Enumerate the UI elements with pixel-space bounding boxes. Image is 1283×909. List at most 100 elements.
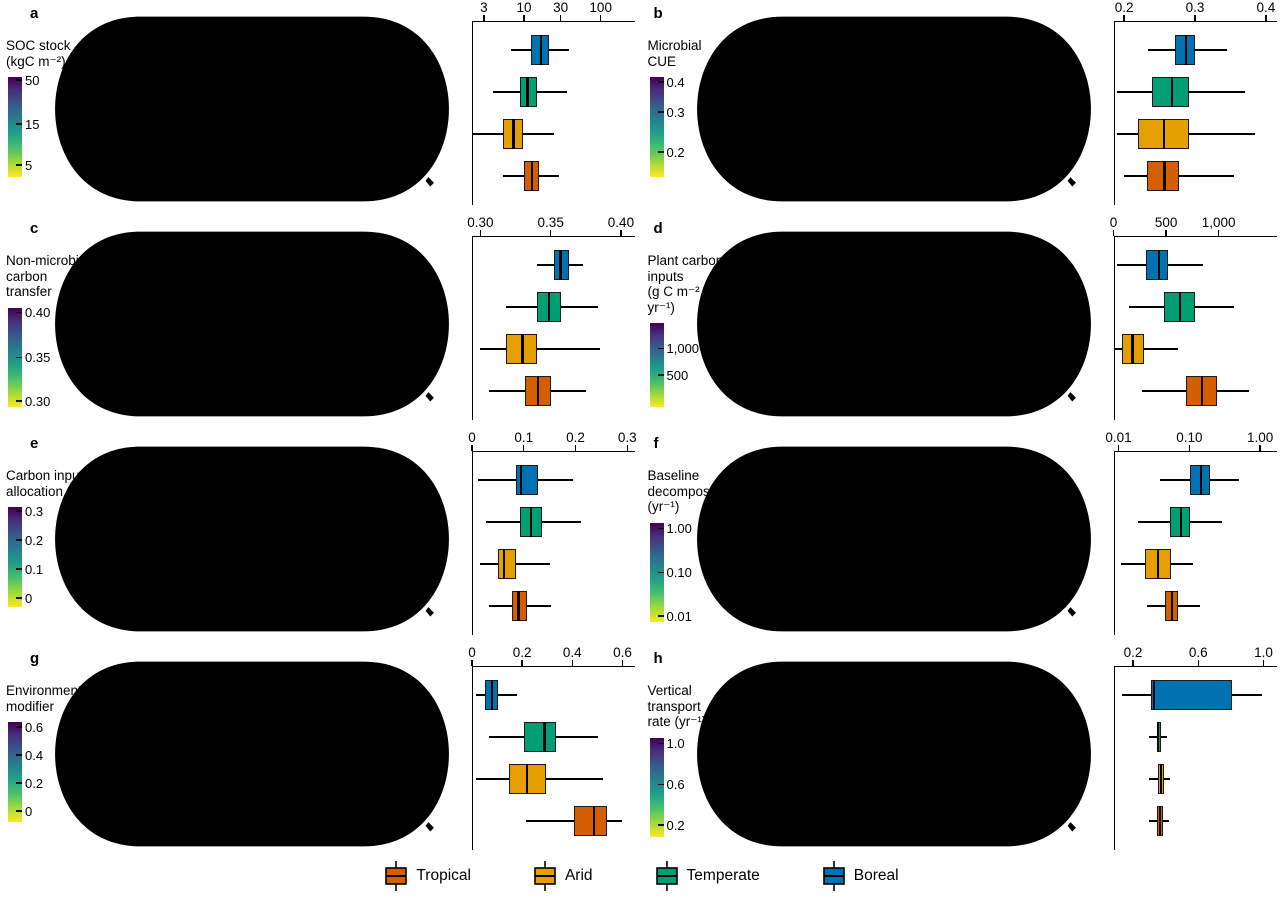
axis-tick-label: 0.4: [562, 645, 582, 660]
axis-tick-label: 0.01: [1105, 430, 1132, 445]
axis-tick-mark: [621, 660, 624, 666]
axis-tick-mark: [1117, 445, 1120, 451]
boxplot-left-spine: [472, 666, 474, 850]
median-tropical: [1170, 591, 1174, 621]
boxplot-top-axis: [472, 236, 635, 238]
axis-tick-label: 0.10: [1176, 430, 1203, 445]
colorbar-tick-mark: [657, 81, 664, 83]
world-map-h: [696, 661, 1091, 847]
axis-tick-mark: [1188, 445, 1191, 451]
boxplot-left-spine: [1113, 451, 1115, 635]
box-temperate: [519, 77, 538, 107]
colorbar-tick-mark: [657, 824, 664, 826]
boxplot-top-axis: [1113, 21, 1277, 23]
colorbar-tick-label: 15: [25, 117, 40, 132]
axis-tick-label: 0.3: [1185, 0, 1205, 15]
axis-tick-label: 0: [468, 430, 476, 445]
legend-label: Boreal: [853, 867, 899, 884]
median-tropical: [1163, 161, 1166, 191]
axis-tick-label: 1,000: [1201, 215, 1236, 230]
box-temperate: [524, 722, 556, 752]
boxplot-b: 0.2 0.3 0.4: [1113, 0, 1283, 215]
colorbar-tick-label: 500: [666, 368, 689, 384]
colorbar-tick-mark: [16, 311, 22, 314]
colorbar-tick-mark: [16, 79, 22, 81]
colorbar-tick-label: 0.1: [25, 562, 44, 577]
median-tropical: [592, 806, 595, 836]
panel-letter-d: d: [653, 220, 663, 237]
median-boreal: [1158, 250, 1161, 280]
colorbar-tick-mark: [657, 374, 664, 376]
map-variable-label-line: modifier: [6, 698, 55, 714]
colorbar-tick-mark: [16, 510, 22, 512]
median-temperate: [526, 77, 529, 107]
colorbar-tick-label: 0.2: [25, 533, 44, 548]
median-temperate: [1180, 507, 1183, 537]
panel-e: e Carbon input allocation 0.3 0.2 0.1 0 0 0.1 0.2…: [0, 430, 641, 645]
axis-tick-label: 0.35: [537, 215, 564, 230]
median-boreal: [539, 35, 543, 65]
panel-letter-h: h: [653, 650, 663, 667]
axis-tick-label: 0.1: [514, 430, 534, 445]
map-variable-label: Microbial CUE: [648, 38, 744, 69]
colorbar: [649, 522, 664, 622]
colorbar-tick-mark: [16, 810, 22, 812]
median-tropical: [536, 376, 540, 406]
legend-boxplot-glyph: [822, 861, 845, 891]
axis-tick-mark: [559, 15, 562, 21]
boxplot-h: 0.2 0.6 1.0: [1113, 645, 1283, 860]
colorbar-tick-label: 0.6: [666, 777, 685, 793]
boxplot-left-spine: [472, 21, 474, 205]
colorbar-tick-mark: [16, 539, 22, 541]
axis-tick-label: 0.6: [613, 645, 632, 660]
colorbar-tick-mark: [657, 783, 664, 786]
median-temperate: [1178, 292, 1181, 322]
colorbar-tick-label: 0.10: [666, 565, 692, 581]
boxplot-left-spine: [1113, 666, 1115, 850]
median-arid: [502, 549, 506, 579]
boxplot-top-axis: [472, 666, 635, 668]
median-boreal: [520, 465, 523, 495]
panel-letter-g: g: [30, 650, 40, 667]
axis-tick-mark: [523, 15, 525, 21]
world-map-g: [55, 661, 449, 847]
axis-tick-label: 1.0: [1254, 645, 1273, 660]
box-tropical: [573, 806, 607, 836]
colorbar: [8, 307, 22, 407]
axis-tick-label: 0.3: [617, 430, 637, 445]
map-variable-label: Carbon input allocation: [6, 468, 102, 499]
axis-tick-label: 100: [589, 0, 612, 15]
axis-tick-mark: [574, 445, 577, 451]
colorbar-tick-mark: [657, 571, 664, 574]
colorbar-tick-mark: [16, 754, 22, 756]
colorbar-tick-mark: [16, 726, 22, 728]
colorbar: [649, 737, 664, 837]
axis-tick-label: 0.2: [1123, 645, 1143, 660]
colorbar-tick-label: 5: [25, 158, 33, 173]
map-variable-label-line: Plant carbon: [647, 253, 724, 268]
map-variable-label-line: Baseline: [647, 468, 700, 483]
boxplot-top-axis: [1113, 236, 1277, 238]
box-tropical: [1146, 161, 1180, 191]
panel-letter-b: b: [653, 5, 663, 22]
median-arid: [1156, 549, 1159, 579]
colorbar-tick-mark: [657, 151, 664, 153]
panel-a: a SOC stock (kgC m⁻²) 50 15 5 3 10 30 100: [0, 0, 641, 215]
axis-tick-mark: [599, 15, 602, 21]
median-temperate: [543, 722, 546, 752]
axis-tick-mark: [1132, 660, 1134, 666]
map-variable-label-line: rate (yr⁻¹): [647, 714, 707, 729]
median-boreal: [1153, 680, 1156, 710]
axis-tick-label: 0.40: [607, 215, 635, 230]
box-temperate: [1151, 77, 1189, 107]
axis-tick-mark: [1194, 15, 1196, 21]
boxplot-top-axis: [472, 451, 635, 453]
colorbar-tick-mark: [657, 527, 664, 530]
colorbar-tick-label: 1.0: [666, 736, 685, 752]
world-map-a: [55, 16, 449, 202]
colorbar-tick-mark: [657, 615, 664, 617]
boxplot-d: 0 500 1,000: [1110, 215, 1283, 430]
colorbar-tick-mark: [16, 597, 22, 599]
map-variable-label-line: transport: [647, 698, 701, 714]
colorbar-tick-label: 1.00: [666, 521, 692, 537]
